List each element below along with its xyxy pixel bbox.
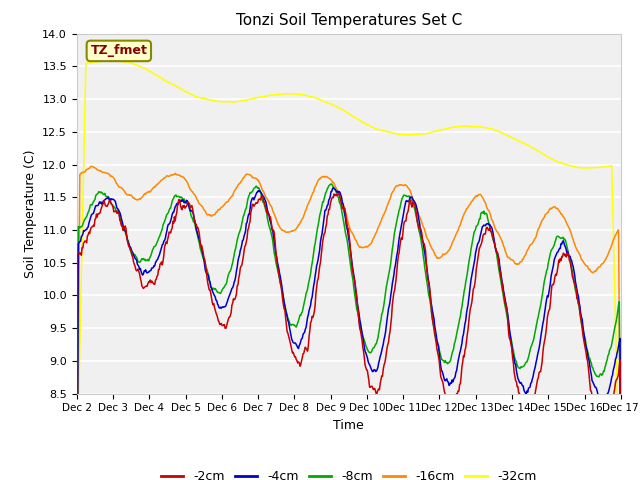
Y-axis label: Soil Temperature (C): Soil Temperature (C)	[24, 149, 36, 278]
Text: TZ_fmet: TZ_fmet	[90, 44, 147, 58]
Title: Tonzi Soil Temperatures Set C: Tonzi Soil Temperatures Set C	[236, 13, 462, 28]
X-axis label: Time: Time	[333, 419, 364, 432]
Legend: -2cm, -4cm, -8cm, -16cm, -32cm: -2cm, -4cm, -8cm, -16cm, -32cm	[156, 465, 541, 480]
